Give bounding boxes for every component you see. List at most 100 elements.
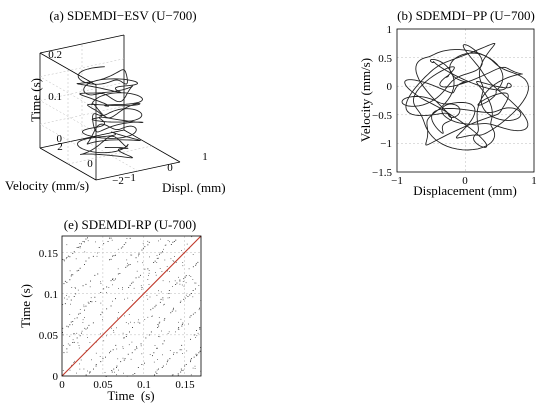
recurrence-point: [116, 365, 118, 367]
recurrence-point: [138, 252, 140, 254]
recurrence-point: [147, 316, 149, 318]
recurrence-point: [117, 273, 119, 275]
recurrence-point: [174, 280, 176, 282]
recurrence-point: [194, 368, 196, 369]
recurrence-point: [78, 347, 80, 349]
recurrence-point: [199, 307, 200, 309]
panel-b-title: (b) SDEMDI−PP (U−700): [397, 8, 535, 23]
panel-b-xticklabel: 0: [462, 175, 468, 187]
recurrence-point: [71, 364, 72, 366]
recurrence-point: [193, 356, 195, 358]
recurrence-point: [153, 361, 155, 363]
recurrence-point: [134, 349, 136, 351]
recurrence-point: [88, 324, 90, 326]
recurrence-point: [70, 299, 72, 301]
panel-b-xticklabel: −1: [391, 175, 403, 187]
recurrence-point: [162, 251, 163, 253]
recurrence-point: [62, 304, 64, 305]
recurrence-point: [192, 290, 194, 291]
recurrence-point: [128, 323, 129, 325]
recurrence-point: [137, 321, 139, 323]
recurrence-point: [185, 294, 187, 296]
recurrence-point: [131, 282, 133, 284]
recurrence-point: [157, 327, 159, 328]
recurrence-point: [148, 275, 149, 276]
recurrence-point: [110, 237, 112, 239]
panel-a-ylabel: Velocity (mm/s): [5, 178, 89, 193]
recurrence-point: [183, 285, 185, 287]
recurrence-point: [63, 352, 65, 354]
recurrence-point: [125, 336, 127, 337]
recurrence-point: [83, 304, 85, 306]
recurrence-point: [180, 318, 182, 320]
recurrence-point: [92, 255, 94, 257]
recurrence-point: [189, 316, 191, 318]
recurrence-point: [200, 347, 201, 348]
recurrence-point: [138, 319, 139, 321]
recurrence-point: [197, 261, 199, 263]
recurrence-point: [125, 334, 127, 335]
recurrence-point: [71, 287, 73, 288]
recurrence-point: [73, 341, 75, 343]
recurrence-point: [109, 352, 110, 354]
recurrence-point: [115, 278, 116, 280]
recurrence-point: [98, 247, 100, 248]
panel-a-box-edge: [39, 34, 125, 54]
recurrence-point: [193, 334, 195, 336]
recurrence-point: [89, 286, 91, 288]
recurrence-point: [175, 284, 177, 285]
recurrence-point: [115, 254, 116, 256]
recurrence-point: [90, 371, 91, 373]
recurrence-point: [63, 259, 65, 261]
recurrence-point: [112, 349, 114, 351]
recurrence-point: [170, 244, 172, 245]
recurrence-point: [63, 283, 65, 285]
recurrence-point: [69, 324, 71, 326]
recurrence-point: [158, 240, 159, 242]
recurrence-point: [137, 367, 139, 368]
recurrence-point: [73, 333, 75, 334]
recurrence-point: [109, 259, 110, 261]
recurrence-point: [169, 297, 170, 299]
recurrence-point: [195, 282, 197, 284]
recurrence-point: [81, 330, 83, 332]
panel-b-axes-box: [396, 28, 535, 173]
recurrence-point: [122, 346, 124, 348]
recurrence-point: [174, 256, 175, 257]
recurrence-point: [140, 274, 141, 276]
recurrence-point: [175, 262, 177, 263]
recurrence-point: [92, 322, 94, 324]
recurrence-point: [95, 365, 97, 367]
recurrence-point: [123, 359, 125, 361]
recurrence-point: [109, 237, 110, 239]
recurrence-point: [73, 296, 75, 297]
recurrence-point: [173, 352, 175, 353]
panel-b-yticklabel: 0: [387, 81, 393, 93]
recurrence-point: [112, 284, 113, 286]
recurrence-point: [148, 284, 150, 285]
recurrence-point: [195, 353, 197, 355]
panel-e-diagonal-line: [61, 235, 202, 377]
recurrence-point: [131, 352, 133, 354]
recurrence-point: [103, 243, 105, 245]
recurrence-point: [69, 279, 71, 281]
recurrence-point: [160, 291, 162, 293]
recurrence-point: [78, 246, 80, 248]
recurrence-point: [110, 305, 112, 307]
recurrence-point: [72, 324, 73, 326]
recurrence-point: [108, 287, 110, 288]
recurrence-point: [132, 327, 133, 328]
recurrence-point: [191, 236, 193, 238]
recurrence-point: [76, 317, 78, 319]
recurrence-point: [166, 363, 167, 365]
recurrence-point: [85, 260, 87, 262]
recurrence-point: [133, 322, 135, 324]
recurrence-point: [147, 298, 149, 300]
recurrence-point: [126, 265, 128, 267]
recurrence-point: [195, 288, 196, 290]
recurrence-point: [81, 332, 82, 334]
recurrence-point: [78, 313, 80, 315]
recurrence-point: [168, 331, 170, 333]
recurrence-point: [79, 368, 81, 370]
recurrence-point: [125, 242, 127, 244]
